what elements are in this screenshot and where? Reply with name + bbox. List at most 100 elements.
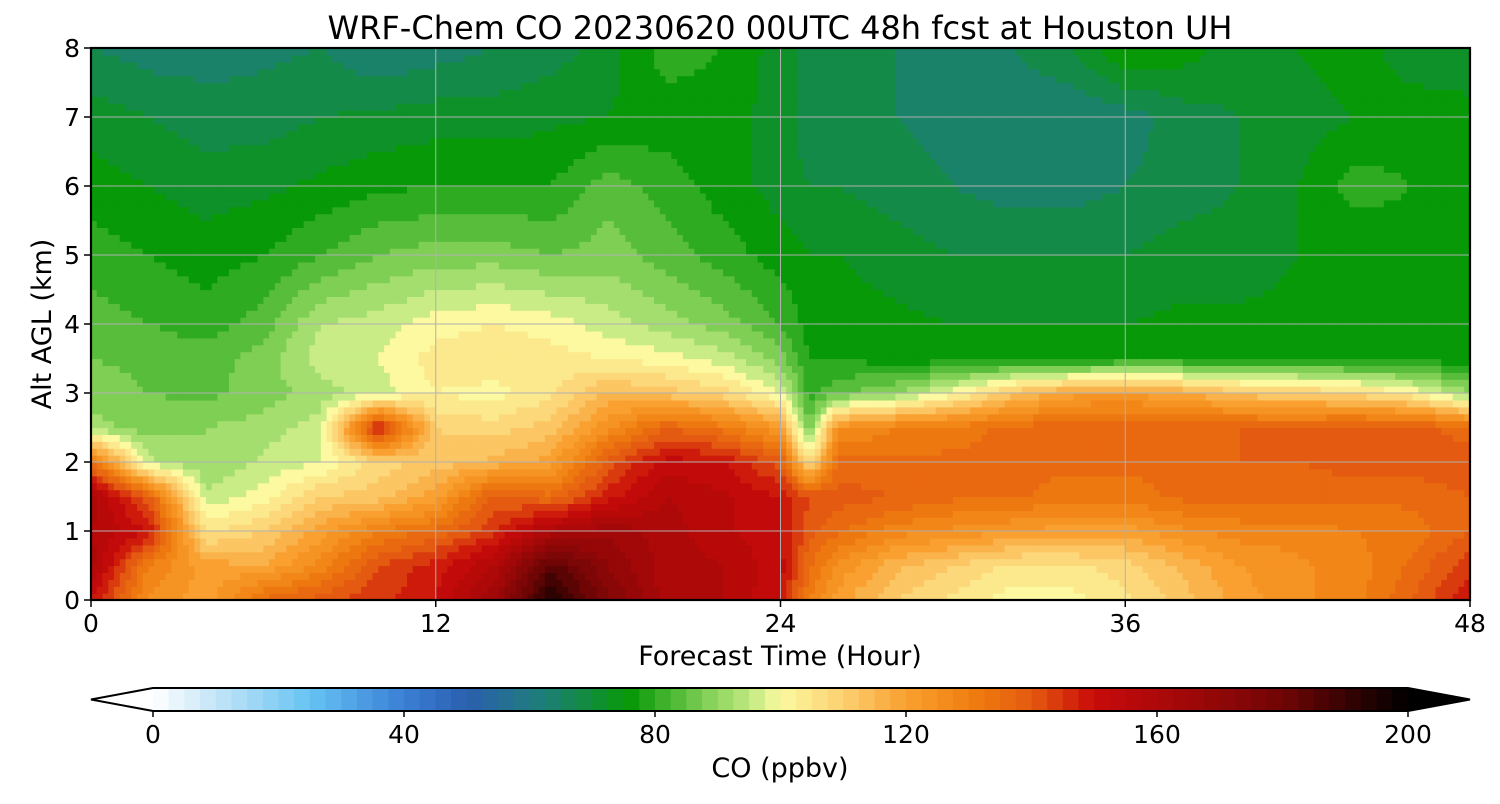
- heatmap-cell: [1435, 462, 1442, 470]
- heatmap-cell: [217, 593, 224, 600]
- heatmap-cell: [441, 524, 448, 532]
- heatmap-cell: [1131, 593, 1138, 600]
- heatmap-cell: [452, 482, 460, 491]
- heatmap-cell: [274, 475, 282, 484]
- heatmap-cell: [464, 496, 471, 504]
- heatmap-cell: [257, 482, 264, 491]
- heatmap-cell: [711, 544, 718, 553]
- heatmap-cell: [671, 503, 678, 511]
- heatmap-cell: [240, 544, 247, 553]
- heatmap-cell: [1056, 572, 1063, 580]
- heatmap-cell: [320, 593, 328, 600]
- heatmap-cell: [320, 531, 328, 539]
- heatmap-cell: [1050, 537, 1057, 546]
- heatmap-cell: [510, 551, 517, 560]
- heatmap-cell: [1136, 586, 1144, 594]
- heatmap-cell: [1320, 475, 1327, 484]
- heatmap-cell: [935, 537, 942, 546]
- heatmap-cell: [774, 593, 782, 600]
- heatmap-cell: [1159, 531, 1167, 539]
- heatmap-cell: [464, 537, 471, 546]
- heatmap-cell: [912, 565, 919, 573]
- heatmap-cell: [1085, 558, 1092, 567]
- heatmap-cell: [234, 579, 241, 587]
- heatmap-cell: [809, 468, 816, 477]
- heatmap-cell: [361, 524, 368, 532]
- heatmap-cell: [895, 565, 902, 573]
- heatmap-cell: [148, 455, 155, 463]
- heatmap-cell: [487, 524, 494, 532]
- heatmap-cell: [205, 496, 213, 504]
- heatmap-cell: [349, 558, 356, 567]
- heatmap-cell: [1378, 468, 1385, 477]
- heatmap-cell: [993, 510, 1000, 518]
- heatmap-cell: [889, 551, 897, 560]
- heatmap-cell: [205, 544, 213, 553]
- heatmap-cell: [1320, 537, 1327, 546]
- heatmap-cell: [1240, 489, 1247, 498]
- heatmap-cell: [780, 531, 787, 539]
- heatmap-cell: [786, 517, 793, 525]
- heatmap-cell: [246, 517, 253, 525]
- heatmap-cell: [1090, 455, 1098, 463]
- heatmap-cell: [671, 565, 678, 573]
- heatmap-cell: [1337, 537, 1345, 546]
- heatmap-cell: [326, 482, 333, 491]
- heatmap-cell: [1464, 510, 1470, 518]
- heatmap-cell: [452, 510, 460, 518]
- heatmap-cell: [1251, 544, 1259, 553]
- heatmap-cell: [389, 496, 397, 504]
- heatmap-cell: [895, 524, 902, 532]
- heatmap-cell: [470, 544, 477, 553]
- heatmap-cell: [1389, 531, 1396, 539]
- heatmap-cell: [102, 544, 109, 553]
- heatmap-cell: [1073, 510, 1080, 518]
- heatmap-cell: [947, 565, 954, 573]
- heatmap-cell: [906, 455, 914, 463]
- heatmap-cell: [303, 462, 310, 470]
- heatmap-cell: [998, 544, 1006, 553]
- heatmap-cell: [912, 558, 919, 567]
- heatmap-cell: [200, 586, 207, 594]
- heatmap-cell: [648, 551, 655, 560]
- heatmap-cell: [1245, 482, 1253, 491]
- heatmap-cell: [1222, 475, 1230, 484]
- heatmap-cell: [1291, 489, 1299, 498]
- heatmap-cell: [1004, 593, 1011, 600]
- heatmap-cell: [1176, 565, 1184, 573]
- heatmap-cell: [562, 482, 569, 491]
- heatmap-cell: [820, 558, 828, 567]
- heatmap-cell: [1194, 524, 1201, 532]
- heatmap-cell: [562, 510, 569, 518]
- heatmap-cell: [251, 565, 259, 573]
- heatmap-cell: [361, 544, 368, 553]
- heatmap-cell: [1102, 593, 1109, 600]
- heatmap-cell: [418, 586, 425, 594]
- heatmap-cell: [791, 462, 799, 470]
- heatmap-cell: [682, 558, 690, 567]
- heatmap-cell: [832, 468, 839, 477]
- heatmap-cell: [1222, 482, 1230, 491]
- heatmap-cell: [481, 475, 489, 484]
- heatmap-cell: [1090, 565, 1098, 573]
- heatmap-cell: [1004, 462, 1011, 470]
- heatmap-cell: [332, 593, 339, 600]
- heatmap-cell: [889, 579, 897, 587]
- heatmap-cell: [975, 586, 983, 594]
- heatmap-cell: [1240, 510, 1247, 518]
- heatmap-cell: [177, 482, 184, 491]
- heatmap-cell: [906, 531, 914, 539]
- heatmap-cell: [981, 503, 988, 511]
- heatmap-cell: [349, 510, 356, 518]
- heatmap-cell: [108, 565, 115, 573]
- heatmap-cell: [602, 586, 609, 594]
- heatmap-cell: [435, 503, 443, 511]
- heatmap-cell: [849, 510, 856, 518]
- heatmap-cell: [320, 475, 328, 484]
- heatmap-cell: [1050, 462, 1057, 470]
- heatmap-cell: [1108, 565, 1115, 573]
- heatmap-cell: [401, 524, 408, 532]
- heatmap-cell: [1240, 496, 1247, 504]
- heatmap-cell: [154, 496, 161, 504]
- heatmap-cell: [705, 544, 713, 553]
